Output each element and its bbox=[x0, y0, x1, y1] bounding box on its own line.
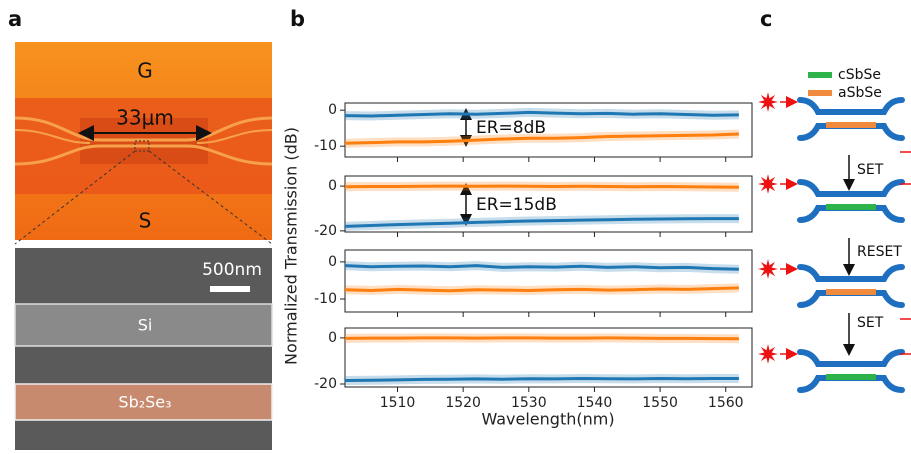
line-series bbox=[344, 132, 739, 145]
x-tick-label: 1550 bbox=[642, 395, 678, 411]
annotation: ER=8dB bbox=[476, 118, 546, 138]
plot-frame bbox=[344, 102, 753, 158]
annotation: ER=15dB bbox=[476, 195, 557, 215]
legend-label: cSbSe bbox=[838, 67, 881, 83]
laser-icon bbox=[758, 344, 778, 364]
x-tick-label: 1510 bbox=[380, 395, 416, 411]
line-series bbox=[344, 336, 739, 341]
line-series bbox=[344, 376, 739, 382]
x-tick-label: 1540 bbox=[577, 395, 613, 411]
y-tick-label: 0 bbox=[328, 102, 337, 118]
x-axis-label: Wavelength(nm) bbox=[481, 410, 614, 429]
line-series bbox=[344, 184, 739, 189]
y-axis-label: Normalized Transmission (dB) bbox=[282, 127, 301, 365]
step-label: SET bbox=[857, 162, 884, 178]
y-tick-label: -10 bbox=[314, 138, 337, 154]
x-tick-label: 1560 bbox=[708, 395, 744, 411]
panel-label: c bbox=[760, 7, 772, 31]
device bbox=[758, 92, 911, 153]
pcm-segment bbox=[826, 122, 876, 128]
legend-label: aSbSe bbox=[838, 85, 882, 101]
device bbox=[758, 174, 911, 223]
pcm-segment bbox=[826, 204, 876, 210]
y-tick-label: -10 bbox=[314, 291, 337, 307]
y-tick-label: -20 bbox=[314, 376, 337, 392]
x-tick-label: 1520 bbox=[445, 395, 481, 411]
pcm-segment bbox=[826, 289, 876, 295]
line-series bbox=[344, 264, 739, 271]
micrograph: G 33μm S bbox=[14, 42, 273, 245]
x-tick-label: 1530 bbox=[511, 395, 547, 411]
y-tick-label: 0 bbox=[328, 254, 337, 270]
y-tick-label: -20 bbox=[314, 223, 337, 239]
device bbox=[758, 344, 911, 393]
y-tick-label: 0 bbox=[328, 330, 337, 346]
plot-frame bbox=[344, 249, 753, 313]
waveguide bbox=[797, 97, 905, 115]
laser-icon bbox=[758, 259, 778, 279]
laser-icon bbox=[758, 92, 778, 112]
schematic: cSbSe aSbSe SET RESET SET bbox=[808, 67, 902, 356]
sem-image: 500nm Si Sb₂Se₃ bbox=[14, 248, 273, 450]
micrograph-label: 33μm bbox=[116, 106, 174, 130]
line-series bbox=[344, 110, 739, 118]
laser-icon bbox=[758, 174, 778, 194]
micrograph-label: S bbox=[139, 209, 152, 233]
line-series bbox=[344, 217, 739, 228]
step-label: SET bbox=[857, 315, 884, 331]
step-label: RESET bbox=[857, 244, 902, 260]
sem-label: Sb₂Se₃ bbox=[118, 393, 171, 412]
pcm-segment bbox=[826, 374, 876, 380]
waveguide bbox=[797, 264, 905, 282]
waveguide bbox=[797, 179, 905, 197]
micrograph-label: G bbox=[137, 59, 153, 83]
waveguide bbox=[797, 349, 905, 367]
scale-bar-label: 500nm bbox=[202, 260, 262, 280]
y-tick-label: 0 bbox=[328, 178, 337, 194]
plot-frame bbox=[344, 175, 753, 233]
panel-label: b bbox=[290, 7, 305, 31]
sem-label: Si bbox=[138, 316, 153, 335]
panel-label: a bbox=[8, 7, 22, 31]
device bbox=[758, 259, 911, 320]
plot-frame bbox=[344, 327, 753, 388]
line-series bbox=[344, 286, 739, 293]
